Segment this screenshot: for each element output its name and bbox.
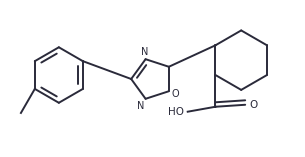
Text: HO: HO [168,107,184,117]
Text: O: O [172,89,180,99]
Text: O: O [249,100,257,110]
Text: N: N [137,101,144,111]
Text: N: N [141,47,148,57]
